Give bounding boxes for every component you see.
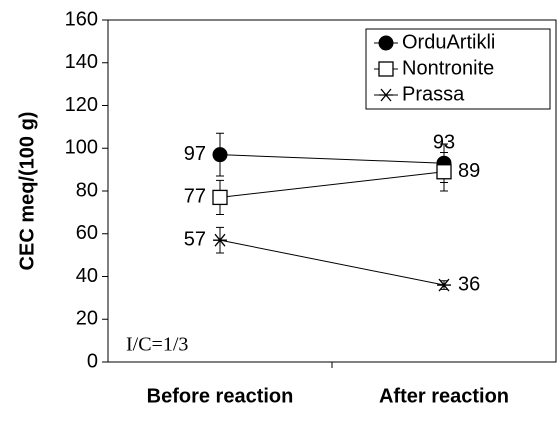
y-tick-label: 80 xyxy=(76,179,98,201)
legend-marker xyxy=(378,35,394,51)
y-tick-label: 0 xyxy=(87,350,98,372)
data-label: 97 xyxy=(184,143,206,165)
annotation: I/C=1/3 xyxy=(126,334,188,356)
series-line xyxy=(219,171,445,198)
y-tick-label: 140 xyxy=(65,51,98,73)
legend-label: Prassa xyxy=(402,83,465,105)
series-line xyxy=(219,154,445,164)
y-tick-label: 60 xyxy=(76,222,98,244)
y-tick-label: 20 xyxy=(76,308,98,330)
point xyxy=(212,147,228,163)
y-tick-label: 100 xyxy=(65,137,98,159)
point xyxy=(213,233,227,247)
legend-label: OrduArtikli xyxy=(402,31,495,53)
legend-label: Nontronite xyxy=(402,57,494,79)
y-tick-label: 160 xyxy=(65,8,98,30)
point xyxy=(212,189,228,206)
x-tick-label: Before reaction xyxy=(147,385,294,407)
y-tick-label: 120 xyxy=(65,94,98,116)
legend-marker xyxy=(379,88,393,102)
data-label: 93 xyxy=(433,131,455,153)
y-tick-label: 40 xyxy=(76,265,98,287)
data-label: 57 xyxy=(184,228,206,250)
series-line xyxy=(219,239,445,286)
data-label: 77 xyxy=(184,186,206,208)
data-label: 89 xyxy=(458,160,480,182)
y-axis-label: CEC meq/(100 g) xyxy=(16,112,38,271)
legend-marker xyxy=(378,61,394,77)
point xyxy=(437,278,451,292)
point xyxy=(436,164,452,180)
x-tick-label: After reaction xyxy=(379,385,509,407)
data-label: 36 xyxy=(458,273,480,295)
